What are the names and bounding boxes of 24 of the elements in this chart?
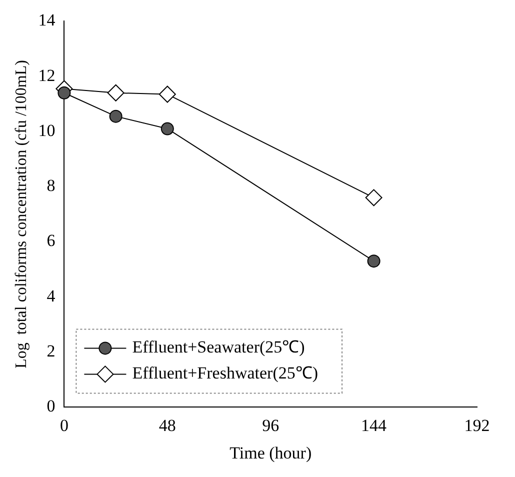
point <box>160 122 174 136</box>
y-tick-label: 10 <box>38 120 56 140</box>
x-tick-label: 144 <box>361 416 388 435</box>
y-tick-label: 12 <box>38 66 56 85</box>
x-tick-label: 96 <box>262 416 280 435</box>
y-axis-title: Log total coliforms concentration (cfu /100mL) <box>12 60 30 368</box>
x-axis-title: Time (hour) <box>230 443 312 462</box>
point <box>109 110 122 123</box>
x-tick-label: 48 <box>158 416 176 435</box>
y-tick-label: 4 <box>46 286 56 306</box>
point <box>58 86 71 100</box>
y-tick-label: 0 <box>46 396 56 416</box>
point <box>365 189 382 206</box>
legend-label: Effluent+Freshwater(25℃) <box>132 364 318 383</box>
x-tick-label: 192 <box>464 416 490 435</box>
x-tick-label: 0 <box>60 416 68 435</box>
y-tick-label: 8 <box>46 176 56 196</box>
legend-label: Effluent+Seawater(25℃) <box>132 338 305 357</box>
y-tick-label: 6 <box>46 231 56 250</box>
y-tick-label: 14 <box>38 10 56 30</box>
point <box>367 254 380 268</box>
point <box>107 84 124 102</box>
point <box>158 86 176 103</box>
y-tick-label: 2 <box>46 342 56 361</box>
